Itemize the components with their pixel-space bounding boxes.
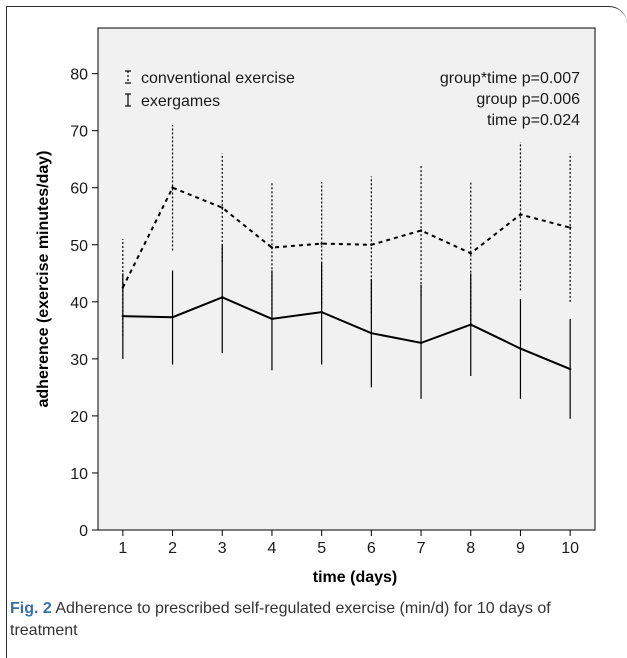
data-point: [519, 347, 522, 350]
x-axis: 1 2 3 4 5 6 7 8 9 10: [118, 530, 579, 557]
series-line: [122, 296, 571, 371]
figure-frame: [6, 6, 627, 658]
y-tick-label: 10: [70, 466, 88, 483]
series-line: [121, 186, 571, 289]
statistics-annotation: group*time p=0.007 group p=0.006 time p=…: [440, 70, 580, 129]
x-tick-label: 7: [417, 540, 426, 557]
y-tick-label: 30: [70, 352, 88, 369]
data-point: [370, 243, 373, 246]
x-tick-label: 1: [118, 540, 127, 557]
y-tick-label: 80: [70, 67, 88, 84]
x-tick-label: 10: [561, 540, 579, 557]
data-point: [320, 242, 323, 245]
plot-area: [97, 27, 596, 531]
data-point: [519, 213, 522, 216]
data-point: [370, 331, 373, 335]
legend-item-conventional: conventional exercise: [125, 70, 295, 87]
x-tick-label: 3: [218, 540, 227, 557]
data-point: [469, 252, 472, 255]
legend-label-exergames: exergames: [141, 93, 220, 110]
data-point: [419, 341, 423, 345]
data-point: [171, 316, 174, 319]
data-point: [221, 206, 224, 209]
y-tick-label: 20: [70, 409, 88, 426]
annotation-group-time: group*time p=0.007: [440, 70, 580, 87]
caption-text: Adherence to prescribed self-regulated e…: [10, 600, 551, 639]
legend: conventional exercise exergames: [125, 70, 295, 110]
data-point: [270, 246, 274, 249]
data-point: [568, 367, 572, 371]
data-point: [320, 310, 323, 314]
x-tick-label: 2: [168, 540, 177, 557]
x-tick-label: 6: [367, 540, 376, 557]
annotation-time: time p=0.024: [487, 112, 580, 129]
data-point: [568, 226, 572, 229]
legend-label-conventional: conventional exercise: [141, 70, 295, 87]
y-tick-label: 0: [79, 523, 88, 540]
data-point: [221, 296, 224, 299]
y-axis: 0 10 20 30 40 50 60 70 80: [70, 67, 98, 540]
x-tick-label: 4: [267, 540, 276, 557]
caption-label: Fig. 2: [10, 600, 52, 617]
x-tick-label: 8: [466, 540, 475, 557]
x-tick-label: 9: [516, 540, 525, 557]
data-point: [419, 229, 423, 232]
x-axis-title: time (days): [313, 569, 397, 586]
y-tick-label: 40: [70, 295, 88, 312]
data-point: [270, 317, 274, 321]
data-point: [121, 314, 125, 318]
chart: 0 10 20 30 40 50 60 70 80 1 2 3 4 5 6 7 8 9 10 convention…: [35, 27, 596, 586]
series-layer: [121, 124, 572, 419]
y-tick-label: 70: [70, 124, 88, 141]
y-tick-label: 60: [70, 181, 88, 198]
y-axis-title: adherence (exercise minutes/day): [35, 150, 52, 407]
x-tick-label: 5: [317, 540, 326, 557]
data-point: [171, 186, 174, 189]
annotation-group: group p=0.006: [476, 91, 580, 108]
figure-caption: Fig. 2 Adherence to prescribed self-regu…: [10, 598, 610, 642]
y-tick-label: 50: [70, 238, 88, 255]
legend-item-exergames: exergames: [125, 93, 220, 110]
series-exergames: [121, 244, 572, 419]
data-point: [469, 323, 472, 326]
